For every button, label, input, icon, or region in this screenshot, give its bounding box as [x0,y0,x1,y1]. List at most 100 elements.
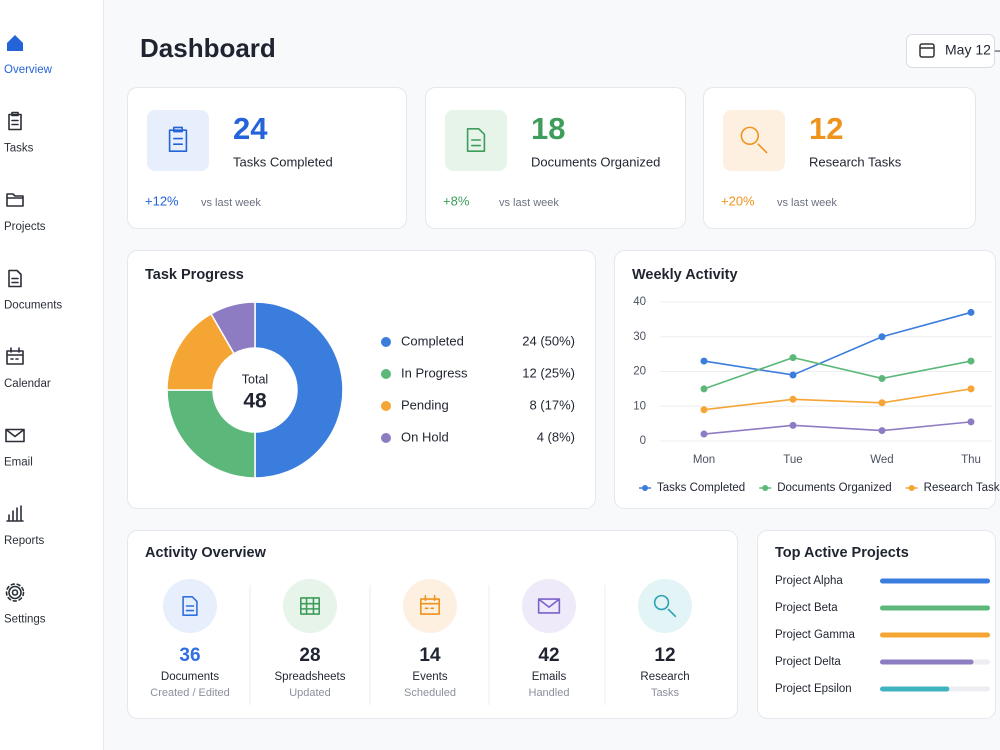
icon [182,596,198,616]
stat-value: 12 [809,111,843,146]
nav-label[interactable]: Settings [4,614,46,626]
icon [8,111,22,131]
icon [740,126,768,154]
line-point [878,399,886,407]
icon [6,505,24,522]
line-point [967,357,975,365]
icon [420,594,440,615]
date-picker[interactable] [906,34,995,68]
legend-dot [381,369,391,379]
legend-swatch [642,485,648,491]
line-point [789,354,797,362]
icon [537,598,561,614]
x-tick-label: Wed [870,454,893,466]
card-title: Activity Overview [145,545,267,561]
stat-note: vs last week [499,197,559,209]
card [757,530,996,719]
stat-note: vs last week [777,197,837,209]
nav-label[interactable]: Email [4,457,33,469]
activity-value: 14 [419,645,441,666]
line-point [700,430,708,438]
activity-sublabel: Scheduled [404,687,456,699]
project-name: Project Alpha [775,575,843,587]
progress-bar [880,578,990,584]
activity-value: 28 [299,645,320,666]
icon [168,126,188,152]
date-range[interactable]: May 12 – [945,42,1000,58]
nav-label[interactable]: Tasks [4,143,34,155]
stat-label: Documents Organized [531,154,660,169]
line-series [703,388,972,411]
line-point [967,385,975,393]
y-tick-label: 10 [633,400,646,412]
progress-bar [880,605,990,611]
stat-change: +20% [721,193,755,208]
icon [11,589,19,596]
legend-label: Tasks Completed [657,482,745,494]
line-point [878,427,886,435]
stat-label: Research Tasks [809,154,902,169]
activity-icon-bg [283,579,337,633]
donut-center-label: Total [242,372,268,386]
card-title: Weekly Activity [632,267,738,283]
stat-value: 18 [531,111,565,146]
y-tick-label: 20 [633,366,646,378]
icon [6,347,24,365]
stat-label: Tasks Completed [233,154,333,169]
donut-total: 48 [243,390,267,413]
line-point [700,406,708,414]
activity-value: 12 [654,645,675,666]
line-point [789,395,797,403]
line-point [967,418,975,426]
project-name: Project Gamma [775,629,855,641]
icon [466,128,486,152]
card-title: Task Progress [145,267,244,283]
icon [5,428,25,443]
legend-value: 4 (8%) [537,429,575,444]
stat-icon-bg [147,110,209,171]
line-series [703,311,972,376]
line-point [878,374,886,382]
activity-label: Events [412,671,447,683]
stat-note: vs last week [201,197,261,209]
project-name: Project Delta [775,656,841,668]
activity-icon-bg [522,579,576,633]
progress-bar [880,659,974,665]
legend-value: 8 (17%) [529,397,575,412]
nav-label[interactable]: Documents [4,300,62,312]
nav-label[interactable]: Calendar [4,378,51,390]
stat-value: 24 [233,111,268,146]
legend-dot [381,433,391,443]
nav-label[interactable]: Overview [4,64,53,76]
legend-label: In Progress [401,365,468,380]
legend-dot [381,337,391,347]
icon [8,269,22,288]
icon [6,193,24,207]
line-point [789,371,797,379]
legend-swatch [908,485,915,491]
project-name: Project Epsilon [775,683,852,695]
line-point [967,308,975,316]
legend-value: 12 (25%) [522,365,575,380]
y-tick-label: 30 [633,331,646,343]
progress-bar [880,632,990,638]
project-name: Project Beta [775,602,838,614]
activity-sublabel: Handled [529,687,570,699]
icon [300,597,320,615]
donut-slice [209,301,256,355]
activity-icon-bg [638,579,692,633]
nav-label[interactable]: Projects [4,221,46,233]
y-tick-label: 40 [633,296,646,308]
card-title: Top Active Projects [775,545,909,561]
stat-change: +8% [443,193,470,208]
x-tick-label: Mon [693,454,715,466]
activity-value: 42 [538,645,559,666]
legend-label: Research Tasks [924,482,1000,494]
activity-sublabel: Updated [289,687,331,699]
nav-label[interactable]: Reports [4,535,45,547]
legend-dot [381,401,391,411]
activity-label: Research [640,671,689,683]
activity-sublabel: Created / Edited [150,687,230,699]
legend-label: Completed [401,333,464,348]
